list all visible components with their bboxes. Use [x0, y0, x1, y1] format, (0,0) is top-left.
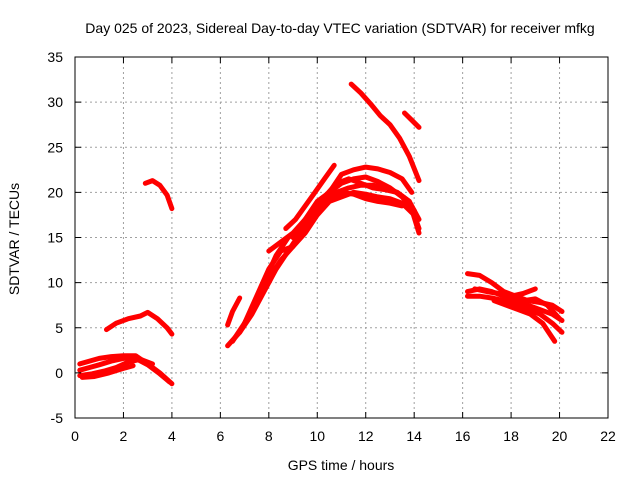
- series-arc-h4: [472, 286, 538, 299]
- x-tick-labels: 0 2 4 6 8 10 12 14 16 18 20 22: [71, 428, 616, 444]
- x-tick-label: 2: [120, 428, 128, 444]
- y-tick-label: 25: [47, 139, 63, 155]
- series-arc-f: [348, 81, 422, 184]
- y-tick-label: 10: [47, 275, 63, 291]
- chart-title: Day 025 of 2023, Sidereal Day-to-day VTE…: [85, 20, 594, 36]
- series-arc-a2: [77, 355, 172, 385]
- y-tick-label: 30: [47, 94, 63, 110]
- series-arc-d5: [242, 189, 405, 326]
- series-arc-d7: [290, 164, 415, 240]
- series-arc-g: [402, 110, 422, 130]
- y-tick-label: 0: [55, 365, 63, 381]
- series-arc-a3: [77, 356, 155, 379]
- x-tick-label: 20: [552, 428, 568, 444]
- series-arc-c: [142, 178, 175, 212]
- x-tick-label: 6: [216, 428, 224, 444]
- y-tick-labels: -5 0 5 10 15 20 25 30 35: [47, 49, 63, 426]
- y-tick-label: -5: [51, 410, 64, 426]
- x-tick-label: 12: [358, 428, 374, 444]
- x-tick-label: 10: [309, 428, 325, 444]
- series-arc-e: [283, 162, 337, 231]
- series-arc-d3: [230, 189, 422, 344]
- series-arc-a4: [79, 363, 136, 380]
- x-tick-label: 16: [455, 428, 471, 444]
- x-tick-label: 14: [406, 428, 422, 444]
- x-axis-label: GPS time / hours: [288, 457, 395, 473]
- y-tick-label: 20: [47, 184, 63, 200]
- x-tick-label: 0: [71, 428, 79, 444]
- y-axis-label: SDTVAR / TECUs: [6, 183, 22, 295]
- series-arc-h5: [491, 298, 558, 344]
- series-arc-d1: [225, 295, 243, 328]
- x-tick-label: 8: [265, 428, 273, 444]
- x-tick-label: 22: [600, 428, 616, 444]
- series-arc-d6: [266, 174, 417, 254]
- series-group: [77, 81, 565, 387]
- x-tick-label: 18: [503, 428, 519, 444]
- series-arc-b: [104, 309, 175, 337]
- tick-marks: [74, 56, 609, 419]
- y-tick-label: 35: [47, 49, 63, 65]
- y-tick-label: 5: [55, 320, 63, 336]
- y-tick-label: 15: [47, 230, 63, 246]
- x-tick-label: 4: [168, 428, 176, 444]
- series-arc-h6: [508, 296, 562, 322]
